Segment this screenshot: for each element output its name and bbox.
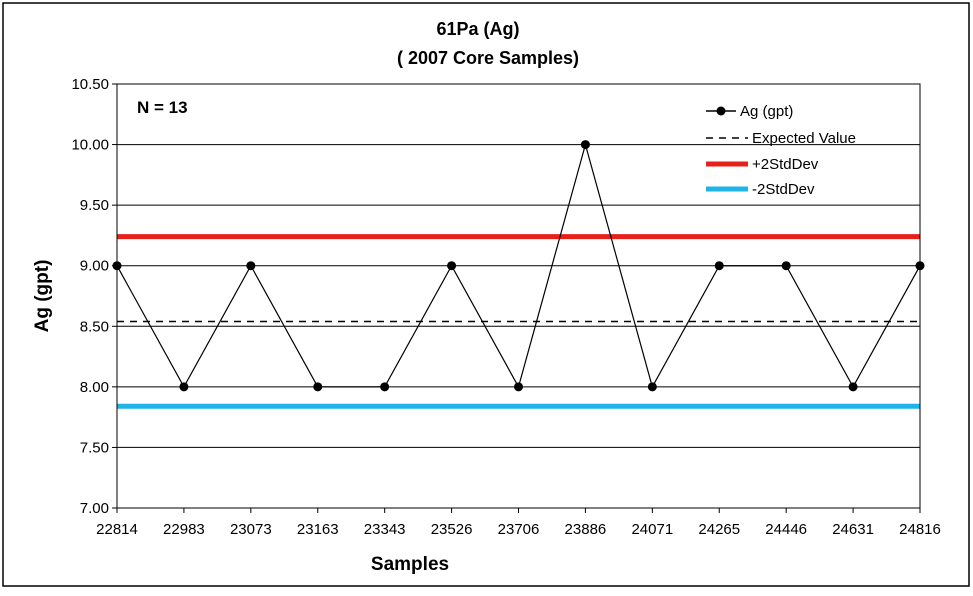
y-tick-label-3: 8.50 [80,318,109,335]
legend-label-ag: Ag (gpt) [740,103,793,120]
x-tick-label-5: 23526 [431,521,473,538]
data-point-2 [246,261,256,271]
data-point-7 [580,140,590,150]
plot-area [116,83,921,509]
legend-label-expected: Expected Value [752,130,856,147]
reference-lines [117,234,920,409]
legend-marker-ag [716,106,726,116]
data-point-3 [313,382,323,392]
x-axis-title: Samples [371,554,449,575]
chart-title: 61Pa (Ag) [436,19,519,39]
x-tick-label-1: 22983 [163,521,205,538]
x-tick-label-7: 23886 [565,521,607,538]
y-axis-ticks: 7.00 7.50 8.00 8.50 9.00 9.50 10.00 10.50 [71,76,117,517]
chart-subtitle: ( 2007 Core Samples) [397,48,579,68]
legend: Ag (gpt) Expected Value +2StdDev -2StdDe… [706,103,856,198]
x-tick-label-12: 24816 [899,521,941,538]
data-point-4 [380,382,390,392]
x-tick-label-9: 24265 [698,521,740,538]
data-point-1 [179,382,189,392]
y-tick-label-1: 7.50 [80,439,109,456]
y-tick-label-2: 8.00 [80,379,109,396]
y-tick-label-0: 7.00 [80,500,109,517]
data-point-5 [447,261,457,271]
y-tick-label-4: 9.00 [80,258,109,275]
legend-label-plus2sd: +2StdDev [752,156,819,173]
data-point-8 [647,382,657,392]
y-tick-label-6: 10.00 [71,137,109,154]
y-tick-label-7: 10.50 [71,76,109,93]
x-tick-label-8: 24071 [631,521,673,538]
data-series [112,140,925,392]
data-point-6 [514,382,523,392]
data-point-10 [781,261,791,271]
x-tick-label-11: 24631 [832,521,874,538]
y-axis-title: Ag (gpt) [32,260,53,333]
data-point-11 [848,382,858,392]
data-point-9 [714,261,724,271]
sample-count-label: N = 13 [137,98,188,117]
x-tick-label-3: 23163 [297,521,339,538]
x-tick-label-10: 24446 [765,521,807,538]
x-tick-label-6: 23706 [498,521,540,538]
legend-label-minus2sd: -2StdDev [752,181,815,198]
x-tick-label-4: 23343 [364,521,406,538]
x-axis-ticks: 22814 22983 23073 23163 23343 23526 23706 23886… [96,508,941,538]
x-tick-label-0: 22814 [96,521,138,538]
chart-border [2,2,970,587]
y-tick-label-5: 9.50 [80,197,109,214]
x-tick-label-2: 23073 [230,521,272,538]
